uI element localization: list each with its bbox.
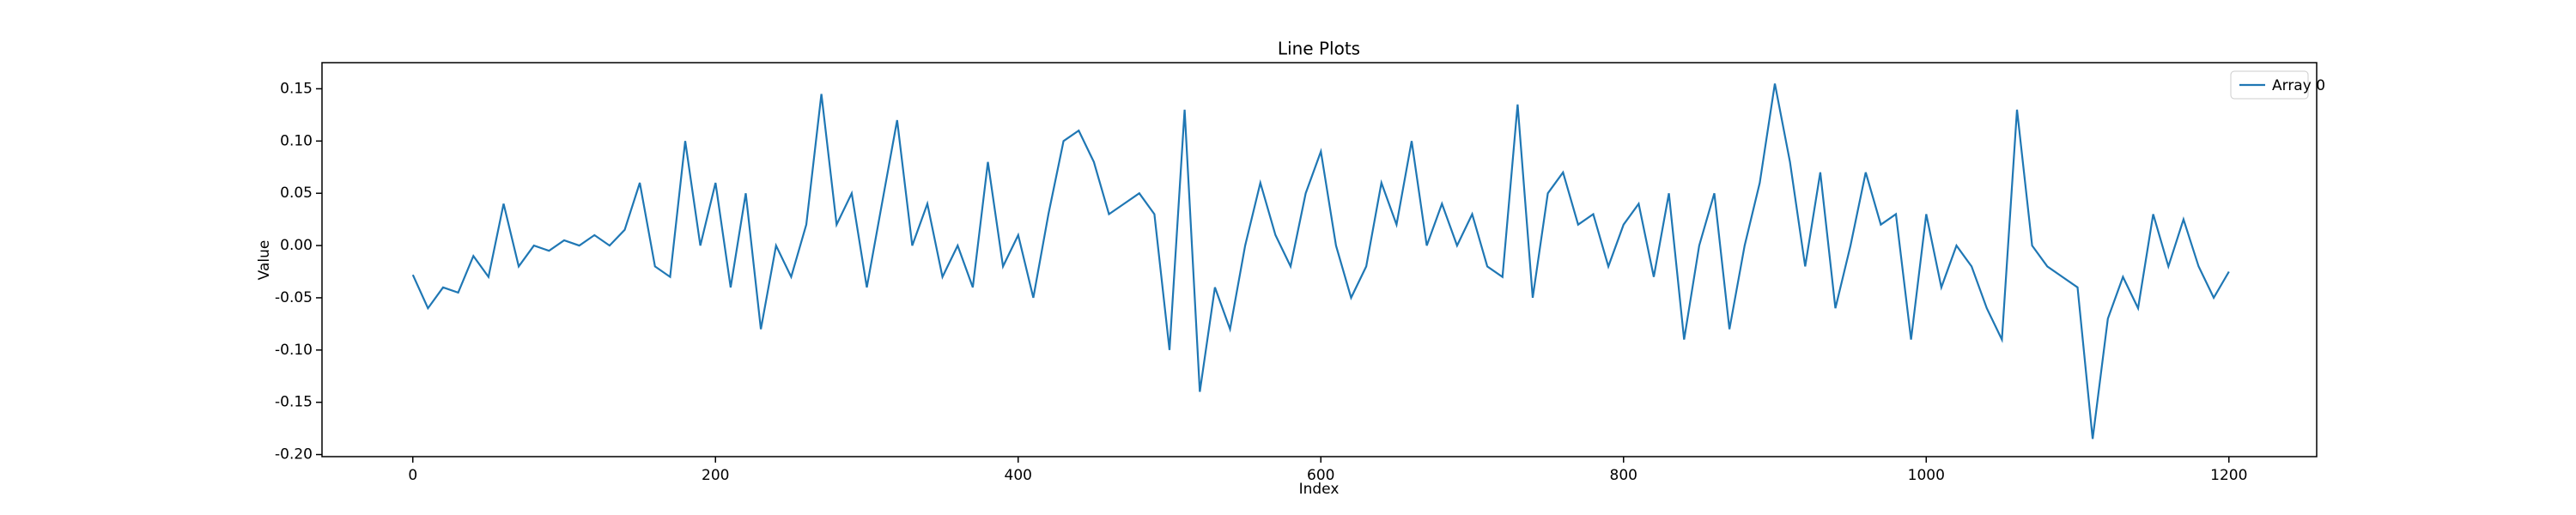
y-tick-label: -0.20 <box>275 446 313 464</box>
y-tick-label: 0.10 <box>280 132 313 149</box>
x-tick-label: 400 <box>1005 467 1032 484</box>
y-tick-label: -0.05 <box>275 289 313 306</box>
x-tick-label: 200 <box>702 467 729 484</box>
y-tick-label: -0.15 <box>275 394 313 411</box>
x-axis-label: Index <box>1299 481 1340 498</box>
x-tick-label: 1200 <box>2210 467 2247 484</box>
x-tick-label: 800 <box>1610 467 1637 484</box>
data-line <box>411 83 2230 439</box>
y-tick-label: 0.00 <box>280 237 313 254</box>
x-tick-label: 0 <box>408 467 417 484</box>
x-tick-label: 600 <box>1307 467 1334 484</box>
y-tick-label: 0.05 <box>280 185 313 202</box>
legend-label: Array 0 <box>2272 77 2325 94</box>
y-tick-label: -0.10 <box>275 342 313 359</box>
y-axis-label: Value <box>256 240 273 281</box>
plot-frame <box>321 62 2318 457</box>
chart-title: Line Plots <box>1278 39 1360 59</box>
legend-box <box>2230 70 2309 100</box>
y-tick-label: 0.15 <box>280 80 313 97</box>
x-tick-label: 1000 <box>1908 467 1945 484</box>
